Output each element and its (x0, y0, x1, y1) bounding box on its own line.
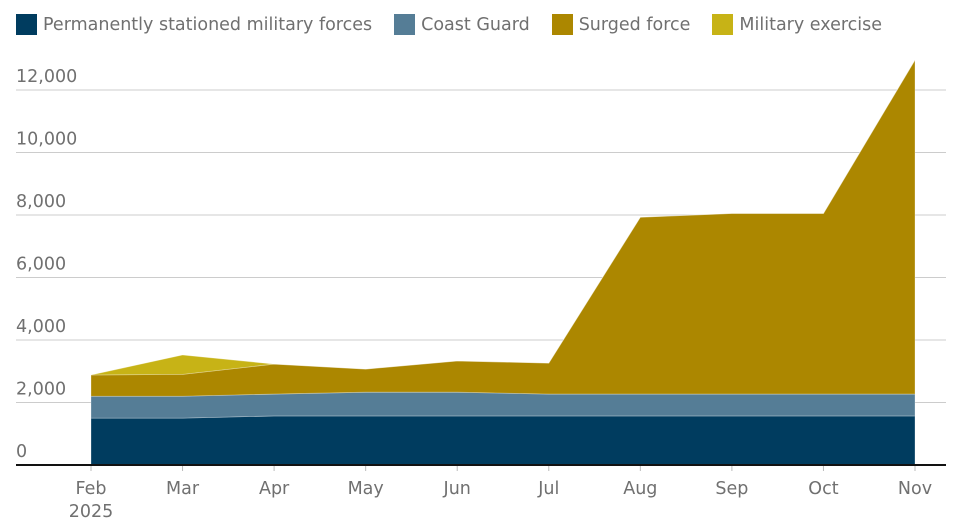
legend-swatch (551, 14, 573, 35)
area-permanently-stationed-military-forces (90, 415, 916, 466)
area-military-exercise (90, 59, 916, 376)
y-tick-label: 4,000 (16, 317, 66, 337)
legend-label: Permanently stationed military forces (43, 14, 373, 35)
y-tick-label: 2,000 (16, 380, 66, 400)
x-tick-label: Jun (443, 479, 471, 499)
x-tick-label: May (348, 479, 384, 499)
legend-swatch (712, 14, 734, 35)
legend-label: Coast Guard (421, 14, 530, 35)
x-tick-label: Aug (623, 479, 657, 499)
legend-item: Surged force (551, 14, 691, 35)
x-tick-label: Apr (259, 479, 290, 499)
legend-item: Permanently stationed military forces (16, 14, 372, 35)
x-tick-label: 2025 (69, 502, 114, 522)
y-tick-label: 6,000 (16, 255, 66, 275)
y-tick-label: 10,000 (16, 130, 77, 150)
legend-swatch (394, 14, 416, 35)
y-tick-label: 12,000 (16, 67, 77, 87)
legend-item: Military exercise (712, 14, 882, 35)
x-tick-label: Jul (537, 479, 559, 499)
area-surged-force (90, 58, 916, 397)
area-coast-guard (90, 391, 916, 419)
x-tick-label: Oct (808, 479, 838, 499)
legend: Permanently stationed military forces Coa… (16, 14, 904, 35)
legend-swatch (16, 14, 37, 35)
x-tick-label: Sep (715, 479, 748, 499)
y-tick-label: 0 (16, 442, 27, 462)
x-tick-label: Nov (898, 479, 932, 499)
legend-label: Surged force (578, 14, 691, 35)
x-tick-label: Mar (166, 479, 200, 499)
x-tick-label: Feb (76, 479, 107, 499)
legend-label: Military exercise (739, 14, 883, 35)
legend-item: Coast Guard (394, 14, 530, 35)
y-tick-label: 8,000 (16, 192, 66, 212)
